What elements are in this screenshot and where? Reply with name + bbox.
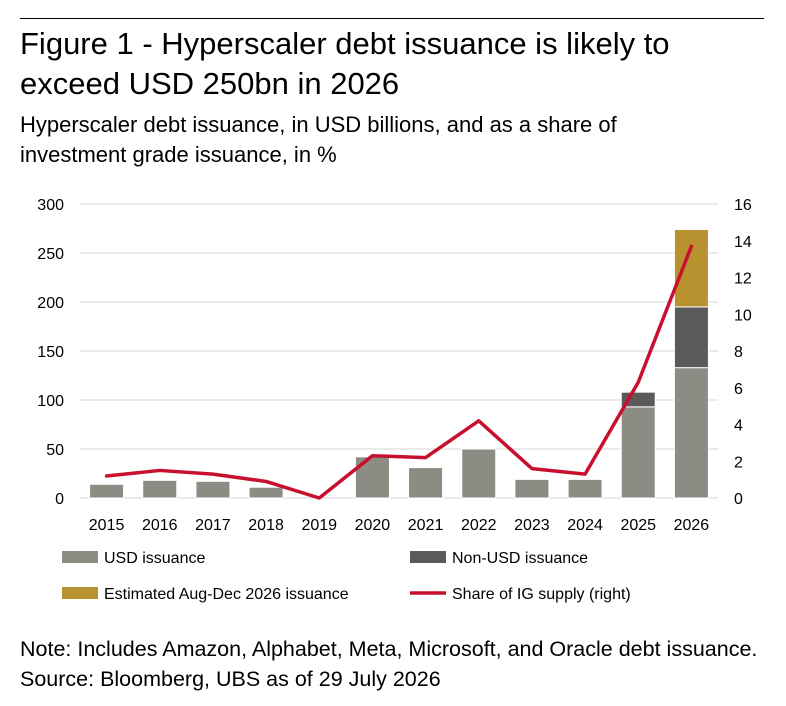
y-axis-right: 0 2 4 6 8 10 12 14 16 [734, 197, 752, 508]
x-tick-label: 2026 [674, 517, 710, 534]
y2-tick-label: 6 [734, 381, 743, 398]
legend: USD issuance Non-USD issuance Estimated Au… [62, 550, 631, 603]
legend-label: Share of IG supply (right) [452, 586, 631, 603]
y-axis-left: 0 50 100 150 200 250 300 [37, 197, 64, 508]
x-tick-label: 2015 [89, 517, 125, 534]
legend-label: Estimated Aug-Dec 2026 issuance [104, 586, 349, 603]
bar-usd-issuance-2022 [461, 448, 497, 499]
y-tick-label: 0 [55, 491, 64, 508]
x-tick-label: 2024 [567, 517, 603, 534]
y2-tick-label: 0 [734, 491, 743, 508]
x-tick-label: 2019 [301, 517, 337, 534]
figure-title: Figure 1 - Hyperscaler debt issuance is … [20, 26, 670, 101]
x-axis: 2015 2016 2017 2018 2019 2020 2021 2022 2023 2024… [89, 517, 710, 534]
x-tick-label: 2020 [355, 517, 391, 534]
y-tick-label: 150 [37, 344, 64, 361]
legend-swatch [62, 587, 98, 599]
bar-usd-issuance-2026 [673, 367, 709, 499]
bar-usd-issuance-2021 [408, 467, 444, 499]
share-of-ig-line [104, 244, 694, 500]
y2-tick-label: 10 [734, 307, 752, 324]
bar-usd-issuance-2018 [248, 486, 284, 499]
legend-swatch [410, 551, 446, 563]
x-tick-label: 2022 [461, 517, 497, 534]
bar-non-usd-issuance-2026 [673, 306, 709, 369]
y2-tick-label: 12 [734, 271, 752, 288]
y-tick-label: 100 [37, 393, 64, 410]
y-tick-label: 200 [37, 295, 64, 312]
y-tick-label: 50 [46, 442, 64, 459]
bar-usd-issuance-2016 [142, 479, 178, 499]
bar-usd-issuance-2015 [89, 483, 125, 499]
share-line [104, 244, 694, 500]
legend-label: Non-USD issuance [452, 550, 588, 567]
legend-label: USD issuance [104, 550, 205, 567]
y2-tick-label: 2 [734, 454, 743, 471]
bar-usd-issuance-2025 [620, 406, 656, 499]
y2-tick-label: 14 [734, 234, 752, 251]
x-tick-label: 2018 [248, 517, 284, 534]
gridlines [80, 203, 718, 499]
title-rule [20, 18, 764, 19]
y2-tick-label: 4 [734, 418, 743, 435]
figure-note: Note: Includes Amazon, Alphabet, Meta, M… [20, 637, 758, 691]
x-tick-label: 2017 [195, 517, 231, 534]
legend-swatch [62, 551, 98, 563]
bar-usd-issuance-2017 [195, 480, 231, 499]
figure-subtitle: Hyperscaler debt issuance, in USD billio… [20, 112, 617, 167]
bar-usd-issuance-2023 [514, 478, 550, 499]
y2-tick-label: 16 [734, 197, 752, 214]
x-tick-label: 2025 [620, 517, 656, 534]
bar-usd-issuance-2024 [567, 478, 603, 499]
y2-tick-label: 8 [734, 344, 743, 361]
x-tick-label: 2023 [514, 517, 550, 534]
y-tick-label: 250 [37, 246, 64, 263]
bar-estimated-aug-dec-2026-issuance-2026 [673, 228, 709, 308]
x-tick-label: 2016 [142, 517, 178, 534]
y-tick-label: 300 [37, 197, 64, 214]
x-tick-label: 2021 [408, 517, 444, 534]
